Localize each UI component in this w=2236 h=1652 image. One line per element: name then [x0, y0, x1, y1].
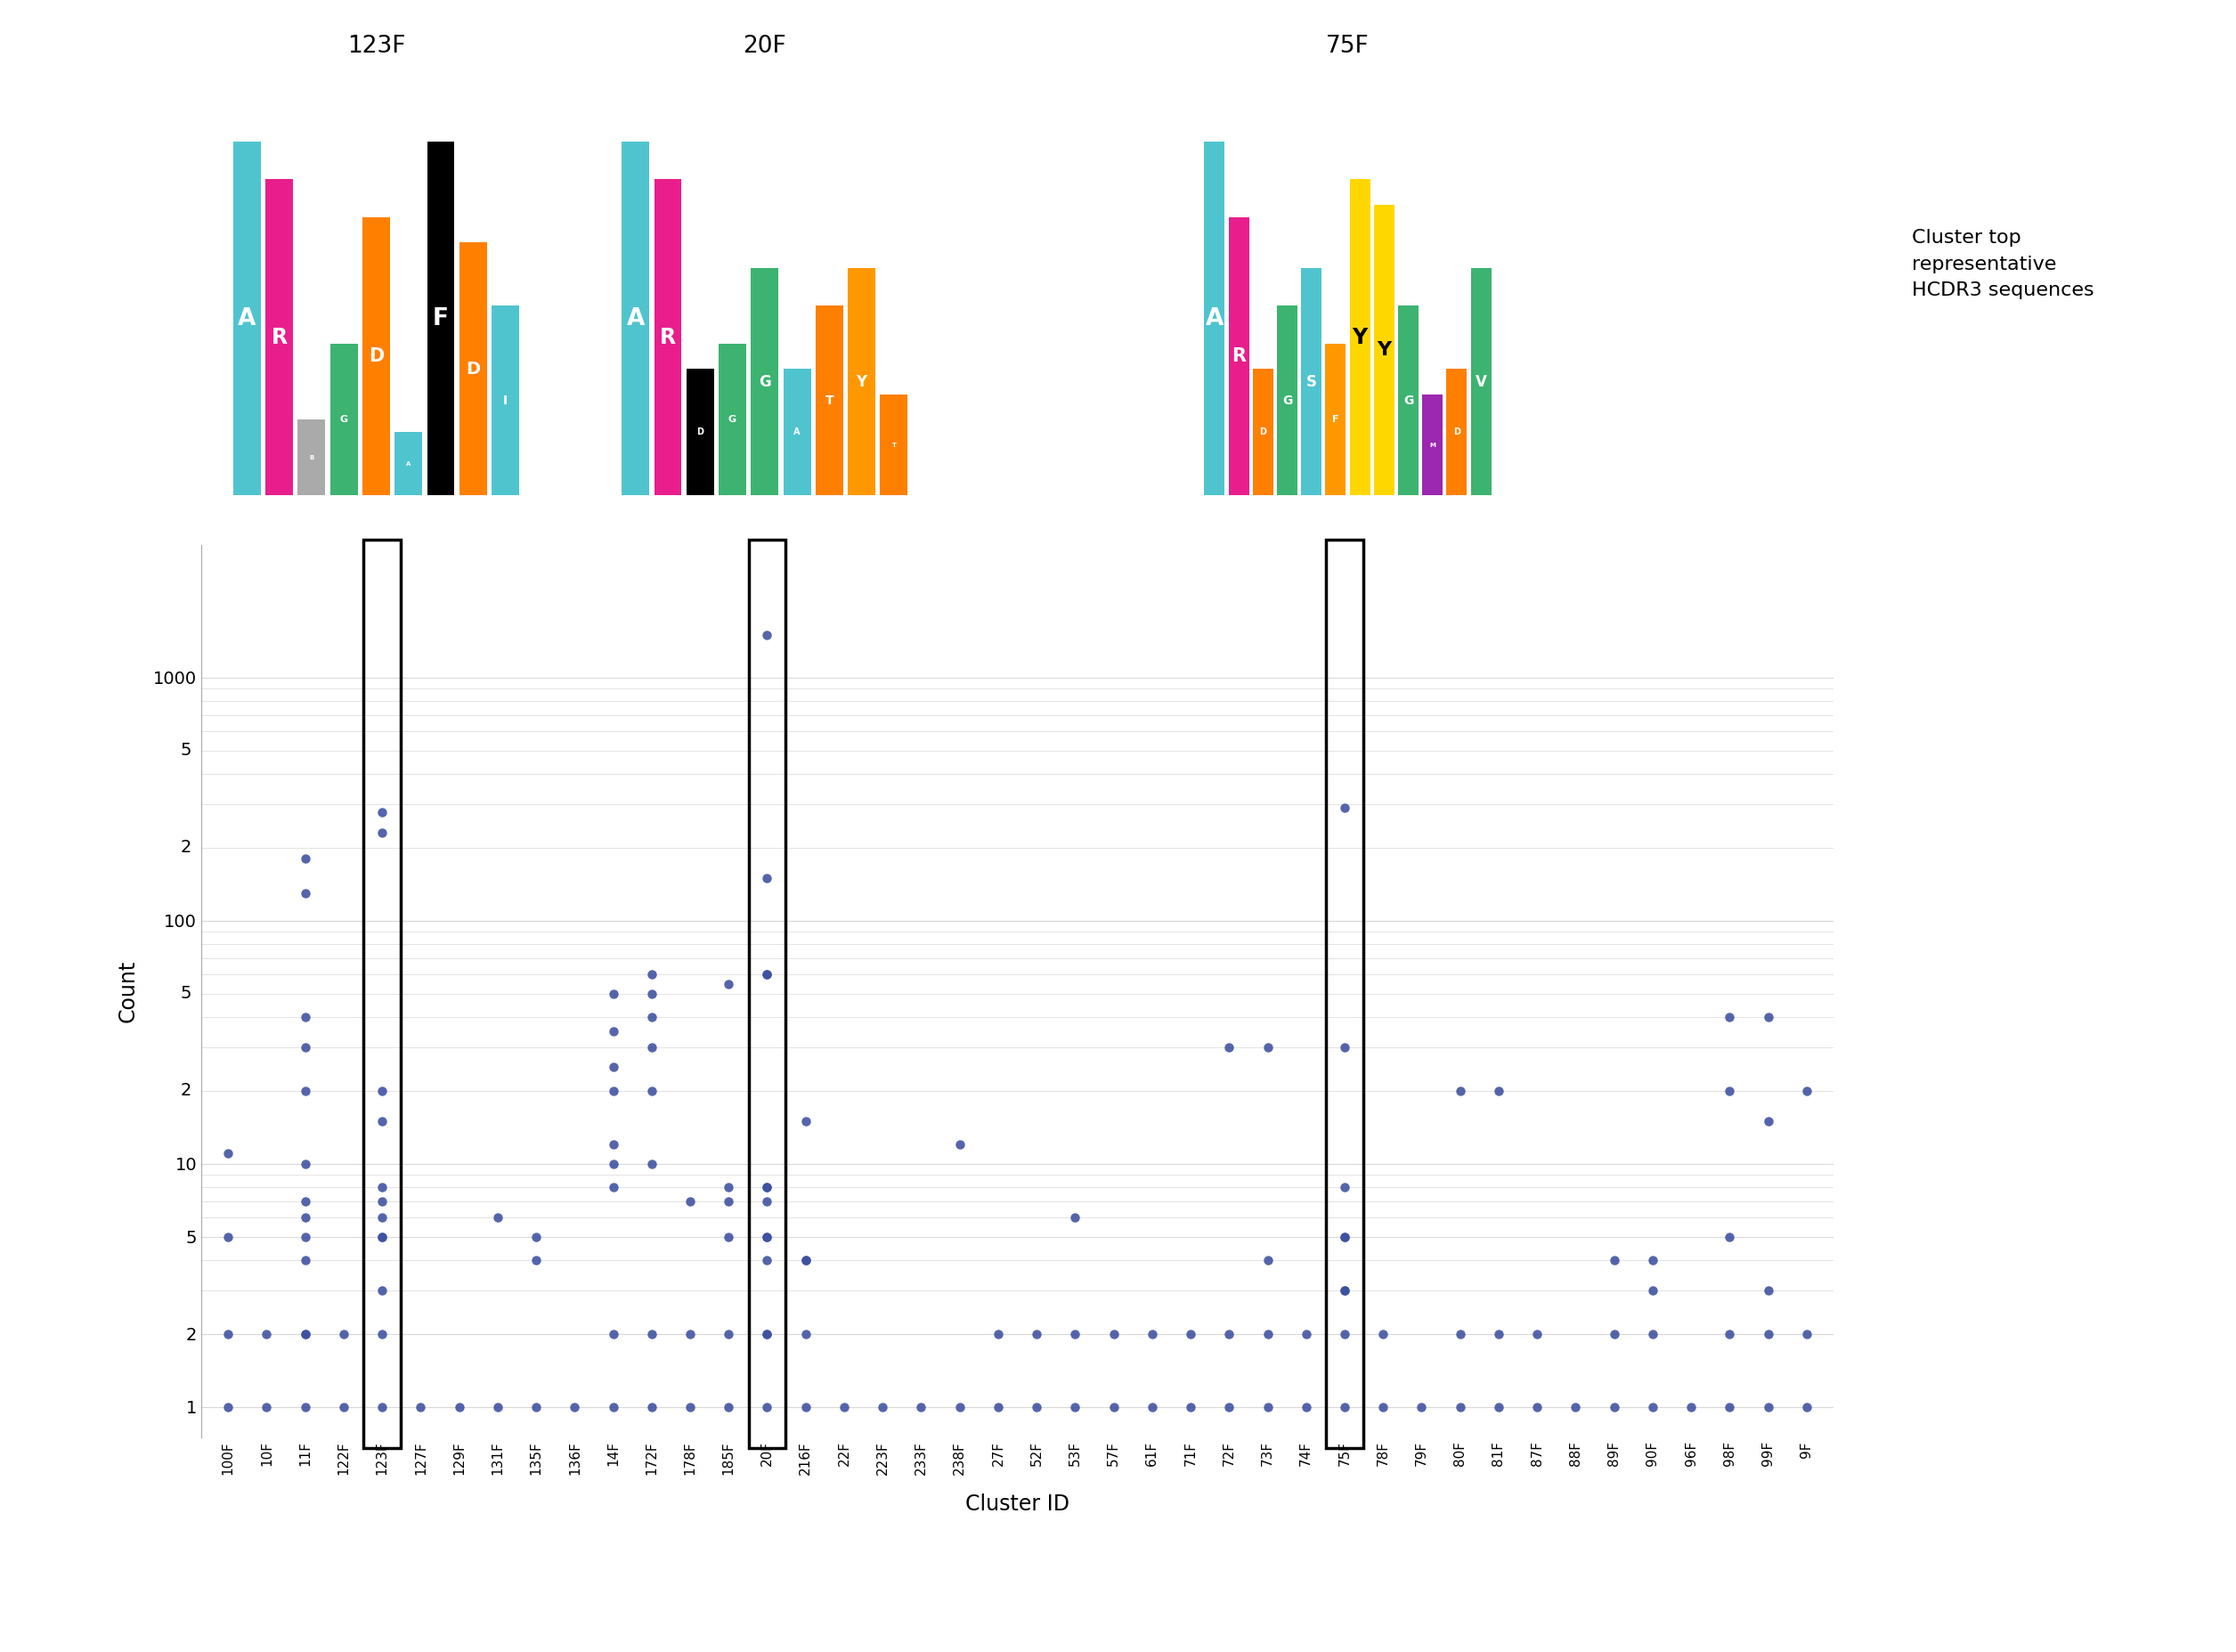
Bar: [492, 306, 519, 496]
Bar: [458, 243, 487, 496]
Bar: [1252, 368, 1272, 496]
Text: 5: 5: [181, 985, 192, 1003]
Text: M: M: [1429, 443, 1436, 448]
X-axis label: Cluster ID: Cluster ID: [966, 1493, 1069, 1515]
Text: R: R: [1232, 347, 1245, 365]
Bar: [266, 180, 293, 496]
Bar: [816, 306, 843, 496]
Bar: [1398, 306, 1418, 496]
Text: G: G: [1404, 395, 1413, 406]
Bar: [1447, 368, 1467, 496]
Text: 75F: 75F: [1326, 35, 1368, 58]
Text: A: A: [794, 428, 800, 436]
Bar: [847, 268, 874, 496]
Text: D: D: [698, 428, 704, 436]
Bar: [396, 433, 423, 496]
Text: T: T: [892, 443, 897, 448]
Text: G: G: [758, 373, 771, 390]
Text: F: F: [434, 307, 449, 330]
Text: 20F: 20F: [742, 35, 787, 58]
Bar: [362, 218, 389, 496]
Text: B: B: [309, 454, 313, 461]
Bar: [1228, 218, 1250, 496]
Bar: [655, 180, 682, 496]
Text: Cluster top
representative
HCDR3 sequences: Cluster top representative HCDR3 sequenc…: [1912, 230, 2093, 299]
Bar: [427, 142, 454, 496]
Text: D: D: [1259, 428, 1266, 436]
Text: T: T: [825, 395, 834, 406]
Bar: [1326, 540, 1364, 1449]
Text: V: V: [1476, 373, 1487, 390]
Bar: [622, 142, 648, 496]
Bar: [718, 344, 747, 496]
Bar: [751, 268, 778, 496]
Bar: [233, 142, 262, 496]
Text: A: A: [237, 307, 255, 330]
Bar: [1301, 268, 1321, 496]
Bar: [749, 540, 785, 1449]
Bar: [331, 344, 358, 496]
Text: R: R: [271, 327, 286, 349]
Text: D: D: [465, 360, 481, 378]
Text: 2: 2: [181, 839, 192, 856]
Bar: [1471, 268, 1491, 496]
Text: G: G: [1281, 395, 1292, 406]
Y-axis label: Count: Count: [116, 960, 139, 1023]
Text: F: F: [1333, 415, 1339, 425]
Text: Y: Y: [1377, 342, 1391, 358]
Bar: [1326, 344, 1346, 496]
Text: D: D: [369, 347, 385, 365]
Bar: [1422, 395, 1442, 496]
Bar: [1205, 142, 1225, 496]
Text: A: A: [1205, 307, 1223, 330]
Bar: [1373, 205, 1395, 496]
Bar: [783, 368, 812, 496]
Text: I: I: [503, 395, 508, 406]
Text: R: R: [660, 327, 675, 349]
Text: A: A: [407, 461, 411, 466]
Text: G: G: [729, 415, 736, 425]
Bar: [881, 395, 908, 496]
Text: D: D: [1453, 428, 1460, 436]
Bar: [297, 420, 324, 496]
Bar: [1277, 306, 1297, 496]
Bar: [1351, 180, 1371, 496]
Bar: [364, 540, 400, 1449]
Text: 5: 5: [181, 742, 192, 760]
Text: A: A: [626, 307, 644, 330]
Bar: [686, 368, 713, 496]
Text: Y: Y: [1353, 327, 1368, 349]
Text: Y: Y: [856, 373, 868, 390]
Text: 123F: 123F: [347, 35, 405, 58]
Text: S: S: [1306, 373, 1317, 390]
Text: 2: 2: [181, 1082, 192, 1099]
Text: G: G: [340, 415, 349, 425]
